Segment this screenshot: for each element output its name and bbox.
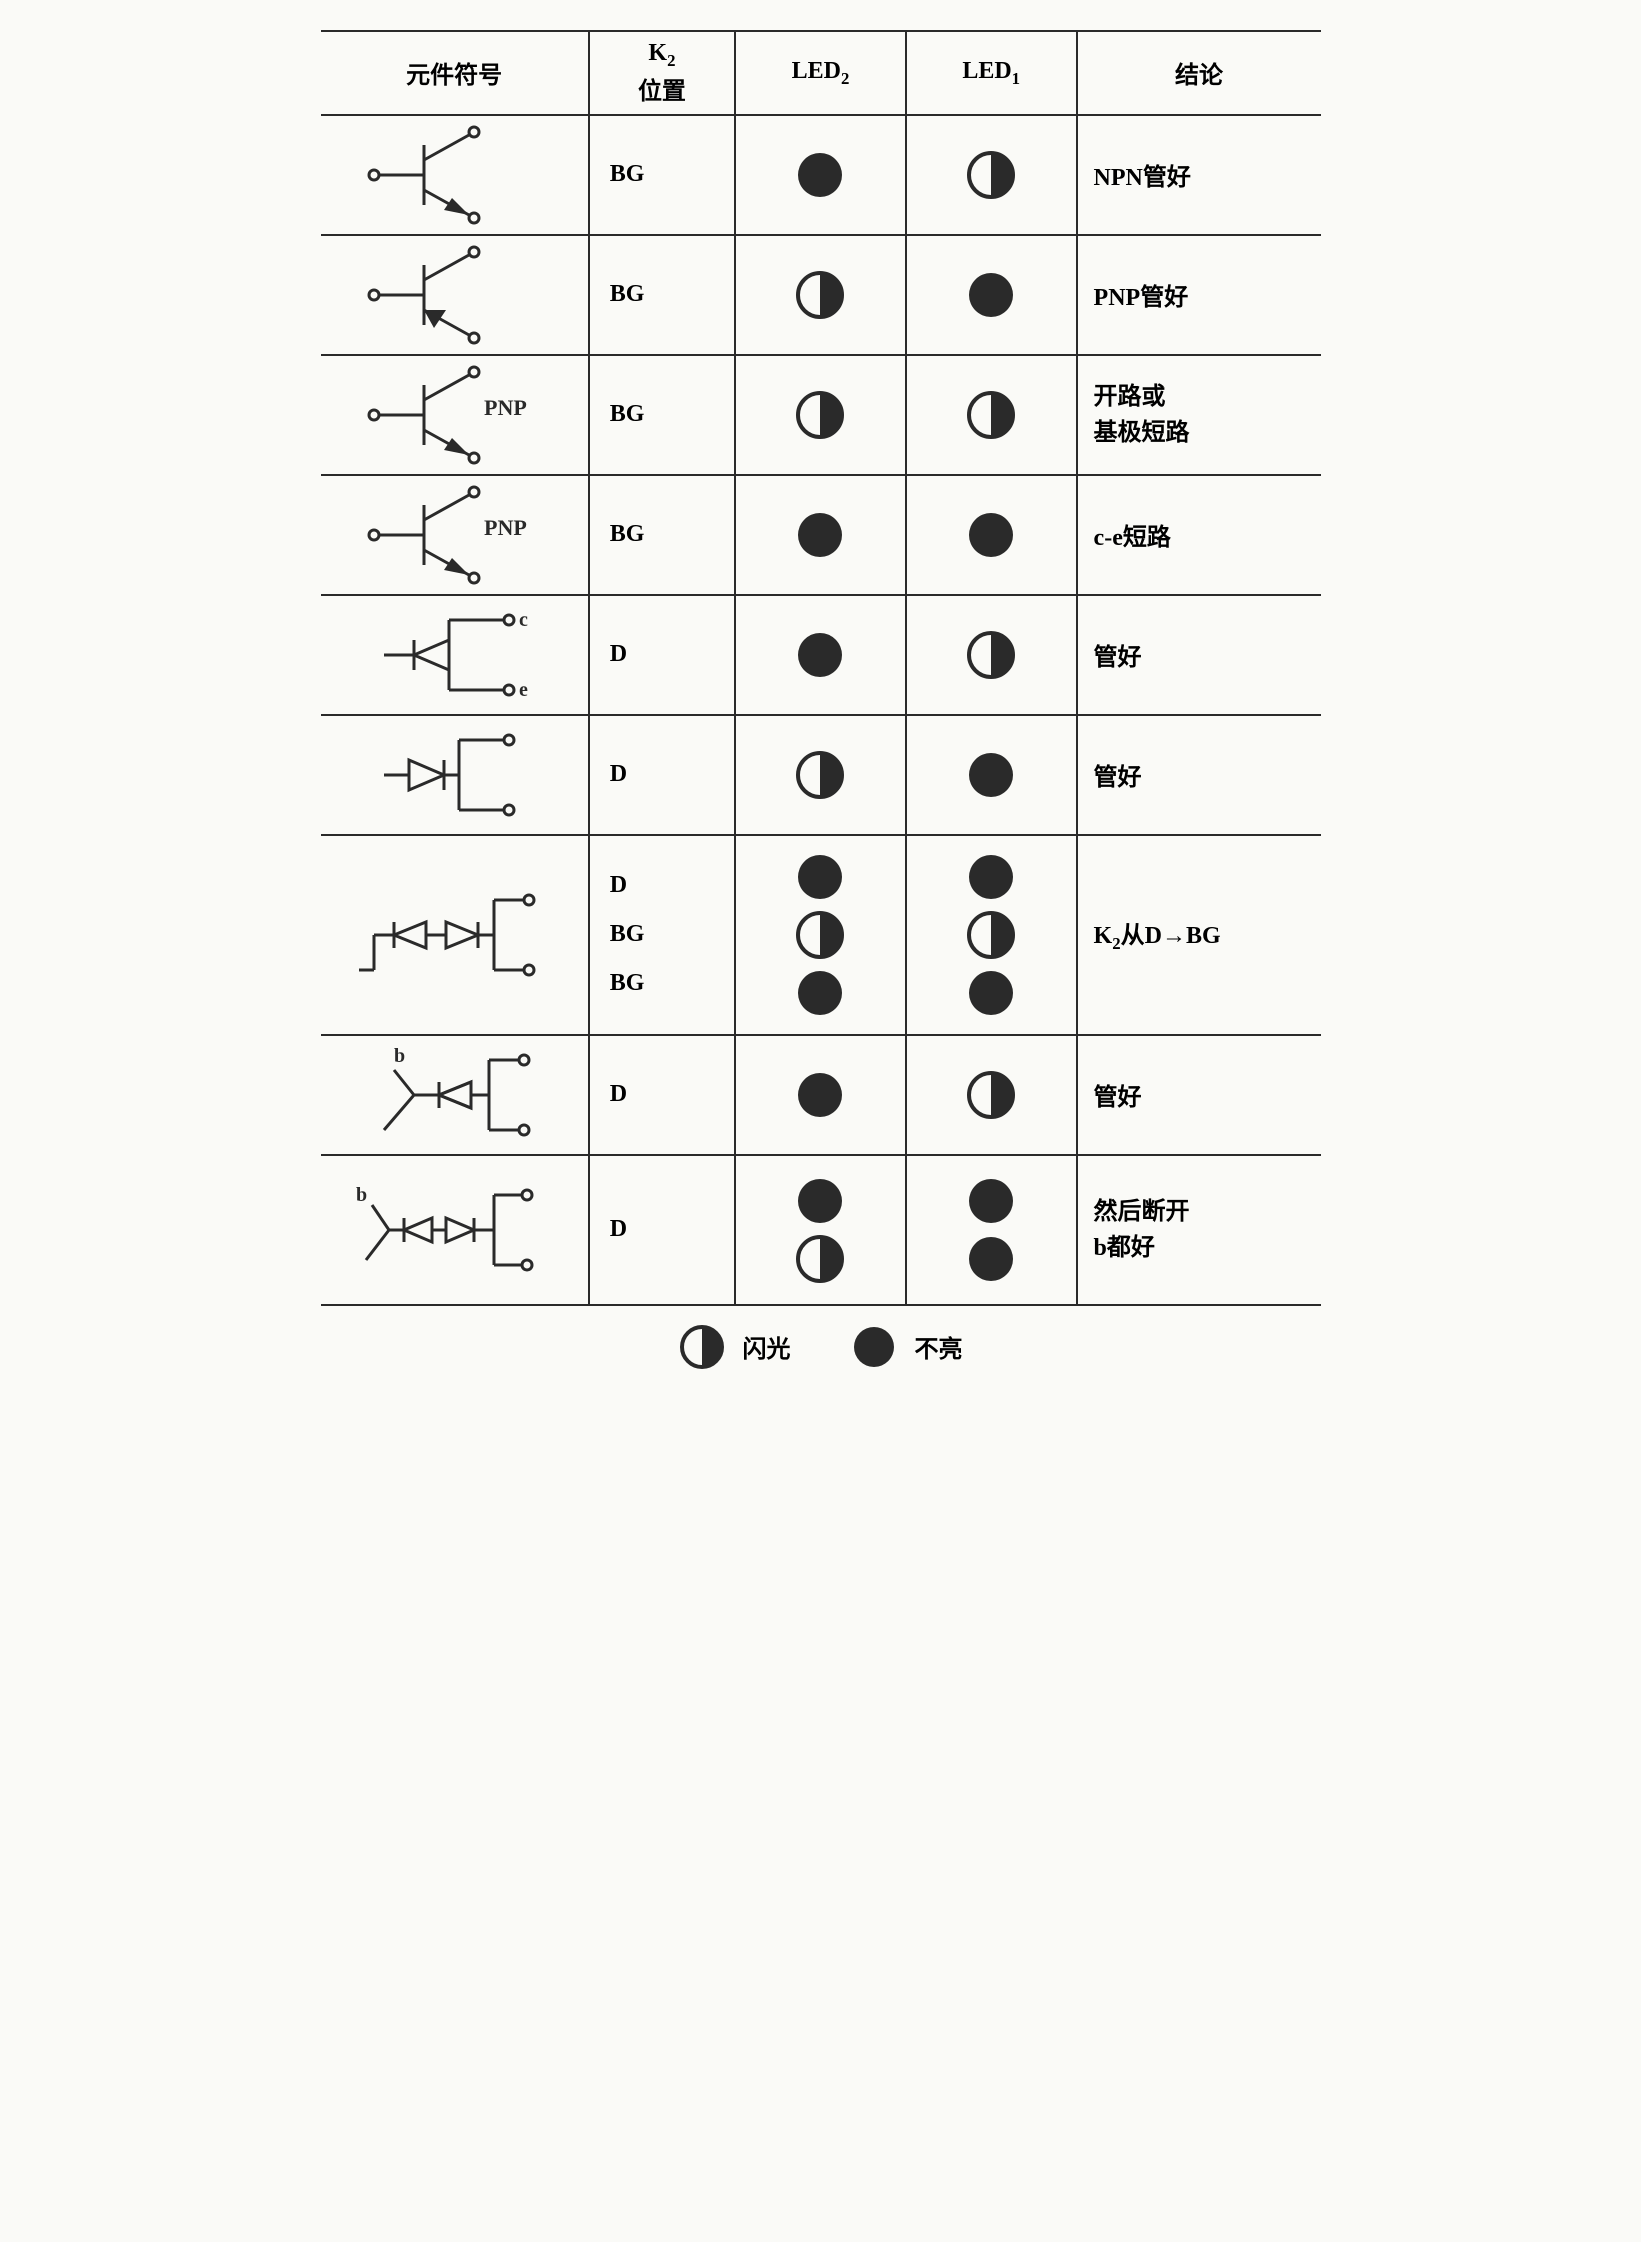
svg-text:c: c	[519, 609, 528, 631]
legend-flash-label: 闪光	[743, 1329, 791, 1364]
led2-indicator	[735, 475, 906, 595]
table-row: b D 管好	[321, 1035, 1321, 1155]
conclusion-text: PNP管好	[1077, 235, 1321, 355]
component-symbol-icon: PNP	[321, 475, 589, 595]
header-row: 元件符号 K2 位置 LED2 LED1 结论	[321, 31, 1321, 115]
svg-text:e: e	[519, 679, 528, 701]
k2-position: D	[589, 715, 735, 835]
conclusion-text: NPN管好	[1077, 115, 1321, 235]
component-symbol-icon	[321, 835, 589, 1035]
led1-indicator	[906, 715, 1077, 835]
svg-text:PNP: PNP	[484, 395, 527, 420]
led2-indicator	[735, 595, 906, 715]
solid-circle-icon	[851, 1324, 897, 1370]
legend: 闪光 不亮	[321, 1324, 1321, 1370]
led1-indicator	[906, 835, 1077, 1035]
k2-position: BG	[589, 355, 735, 475]
led2-indicator	[735, 1155, 906, 1305]
header-k2: K2 位置	[589, 31, 735, 115]
svg-text:b: b	[394, 1045, 405, 1067]
k2-position: BG	[589, 115, 735, 235]
led2-indicator	[735, 355, 906, 475]
legend-off-label: 不亮	[915, 1329, 963, 1364]
conclusion-text: 开路或基极短路	[1077, 355, 1321, 475]
k2-position: BG	[589, 235, 735, 355]
led1-indicator	[906, 595, 1077, 715]
table-row: b D 然后断开b都好	[321, 1155, 1321, 1305]
led2-indicator	[735, 1035, 906, 1155]
component-symbol-icon: c e	[321, 595, 589, 715]
table-row: D 管好	[321, 715, 1321, 835]
component-symbol-icon	[321, 235, 589, 355]
table-row: BG NPN管好	[321, 115, 1321, 235]
table-row: PNP BG 开路或基极短路	[321, 355, 1321, 475]
table-row: DBGBG K2从D→BG	[321, 835, 1321, 1035]
led1-indicator	[906, 1155, 1077, 1305]
header-symbol: 元件符号	[321, 31, 589, 115]
led1-indicator	[906, 235, 1077, 355]
table-body: BG NPN管好 BG PNP管好 PNP BG	[321, 115, 1321, 1305]
k2-position: DBGBG	[589, 835, 735, 1035]
svg-text:b: b	[356, 1184, 367, 1206]
led1-indicator	[906, 1035, 1077, 1155]
led2-indicator	[735, 235, 906, 355]
conclusion-text: K2从D→BG	[1077, 835, 1321, 1035]
component-symbol-icon: b	[321, 1035, 589, 1155]
k2-position: D	[589, 1155, 735, 1305]
conclusion-text: 管好	[1077, 1035, 1321, 1155]
table-row: PNP BG c-e短路	[321, 475, 1321, 595]
header-conclusion: 结论	[1077, 31, 1321, 115]
led1-indicator	[906, 115, 1077, 235]
component-symbol-icon	[321, 115, 589, 235]
legend-flash: 闪光	[679, 1324, 791, 1370]
table-row: BG PNP管好	[321, 235, 1321, 355]
legend-off: 不亮	[851, 1324, 963, 1370]
component-symbol-icon: PNP	[321, 355, 589, 475]
component-symbol-icon	[321, 715, 589, 835]
header-led2: LED2	[735, 31, 906, 115]
led2-indicator	[735, 715, 906, 835]
led1-indicator	[906, 355, 1077, 475]
conclusion-text: 然后断开b都好	[1077, 1155, 1321, 1305]
led2-indicator	[735, 835, 906, 1035]
page: 元件符号 K2 位置 LED2 LED1 结论	[321, 30, 1321, 1370]
k2-position: D	[589, 595, 735, 715]
header-led1: LED1	[906, 31, 1077, 115]
conclusion-text: c-e短路	[1077, 475, 1321, 595]
table-row: c e D 管好	[321, 595, 1321, 715]
component-symbol-icon: b	[321, 1155, 589, 1305]
k2-position: BG	[589, 475, 735, 595]
conclusion-text: 管好	[1077, 595, 1321, 715]
component-table: 元件符号 K2 位置 LED2 LED1 结论	[321, 30, 1321, 1306]
k2-position: D	[589, 1035, 735, 1155]
conclusion-text: 管好	[1077, 715, 1321, 835]
svg-text:PNP: PNP	[484, 515, 527, 540]
half-circle-icon	[679, 1324, 725, 1370]
led2-indicator	[735, 115, 906, 235]
led1-indicator	[906, 475, 1077, 595]
